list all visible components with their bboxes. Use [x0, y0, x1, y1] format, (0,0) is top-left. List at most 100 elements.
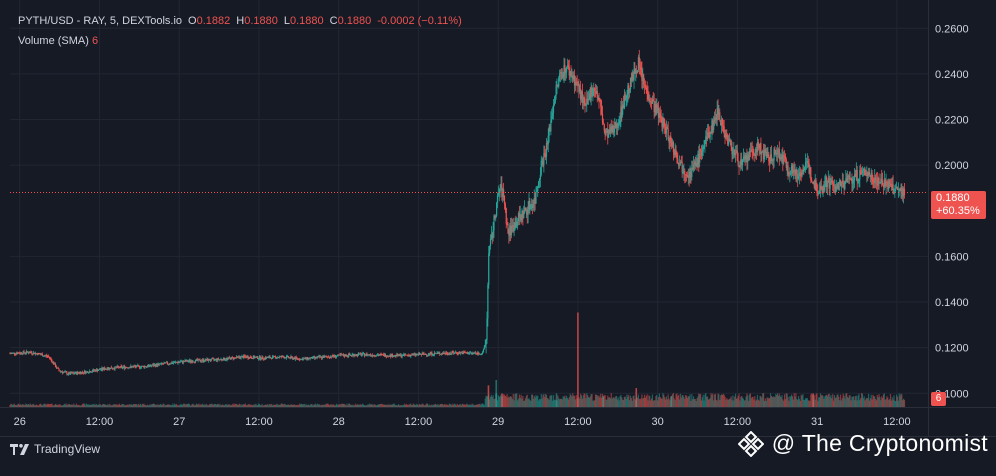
volume-bar — [633, 395, 635, 407]
volume-bar — [287, 404, 289, 407]
candle-body — [755, 149, 757, 156]
volume-bar — [208, 405, 210, 407]
candle-body — [640, 67, 642, 70]
candle-body — [22, 351, 24, 354]
volume-bar — [597, 396, 599, 407]
candle-body — [500, 184, 502, 188]
volume-bar — [465, 404, 467, 407]
volume-bar — [145, 405, 148, 407]
candle-body — [511, 225, 513, 226]
volume-bar — [865, 398, 867, 407]
candle-body — [521, 210, 523, 221]
candle-body — [722, 125, 724, 127]
volume-bar — [376, 405, 378, 407]
candle-body — [435, 353, 437, 355]
candle-body — [175, 362, 177, 363]
candle-body — [580, 88, 582, 100]
candle-body — [439, 352, 441, 355]
volume-bar — [806, 397, 808, 407]
candle-body — [392, 356, 394, 358]
volume-bar — [135, 404, 137, 407]
candle-body — [359, 353, 361, 355]
volume-bar — [120, 405, 122, 407]
candle-body — [517, 213, 520, 222]
candle-body — [692, 168, 694, 170]
candle-body — [635, 71, 637, 74]
candle-body — [351, 354, 353, 356]
candle-body — [834, 185, 836, 192]
candle-body — [206, 358, 208, 361]
volume-bar — [516, 393, 518, 407]
volume-bar — [362, 403, 364, 407]
candle-body — [118, 367, 121, 368]
volume-bar — [15, 404, 17, 407]
candle-body — [127, 367, 129, 369]
volume-bar — [292, 404, 295, 407]
volume-bar — [53, 405, 55, 407]
candle-body — [894, 189, 896, 193]
volume-bar — [306, 405, 309, 407]
candle-body — [611, 125, 613, 132]
volume-bar — [767, 397, 769, 407]
candle-body — [887, 183, 889, 190]
volume-bar — [581, 398, 583, 407]
candle-body — [825, 176, 827, 184]
candle-body — [360, 353, 362, 356]
volume-bar — [776, 394, 778, 407]
volume-bar — [627, 396, 629, 407]
volume-bar — [828, 393, 830, 407]
candle-body — [811, 180, 813, 183]
volume-row: Volume (SMA) 6 — [18, 31, 462, 51]
candle-body — [178, 362, 180, 363]
candle-body — [353, 354, 355, 357]
volume-bar — [46, 404, 48, 407]
volume-bar — [456, 403, 458, 407]
candle-body — [551, 115, 553, 121]
volume-bar — [896, 396, 899, 407]
candle-body — [797, 176, 800, 179]
volume-bar — [464, 404, 466, 407]
candle-body — [366, 353, 368, 356]
candle-body — [540, 160, 542, 175]
volume-bar — [608, 397, 610, 407]
candle-body — [246, 356, 248, 358]
candle-body — [247, 356, 249, 359]
volume-bar — [288, 404, 290, 407]
volume-bar — [413, 404, 415, 407]
candle-body — [74, 373, 76, 375]
volume-bar — [271, 405, 274, 407]
candle-body — [806, 161, 808, 162]
volume-bar — [176, 404, 178, 407]
candle-body — [371, 355, 373, 356]
candle-body — [296, 357, 298, 359]
tradingview-logo[interactable]: TradingView — [10, 442, 100, 456]
candle-body — [709, 132, 711, 138]
volume-bar — [900, 393, 902, 407]
candle-body — [595, 91, 597, 94]
volume-bar — [121, 403, 123, 407]
y-tick-label: 0.1200 — [935, 343, 969, 355]
volume-bar — [852, 397, 854, 407]
volume-bar — [509, 397, 511, 407]
volume-bar — [269, 404, 271, 407]
candle-body — [622, 104, 624, 115]
candle-body — [119, 366, 121, 368]
volume-bar — [391, 404, 394, 407]
candle-body — [183, 360, 185, 362]
volume-bar — [882, 394, 885, 407]
volume-bar — [842, 393, 844, 407]
candle-body — [76, 371, 78, 375]
volume-bar — [9, 405, 11, 407]
volume-bar — [209, 404, 212, 407]
candle-body — [191, 361, 193, 363]
volume-bar — [375, 405, 377, 407]
volume-bar — [660, 398, 662, 407]
volume-bar — [396, 405, 398, 407]
candle-body — [135, 366, 137, 368]
candle-body — [417, 354, 419, 355]
high-value: 0.1880 — [244, 15, 278, 27]
candle-body — [513, 229, 515, 232]
volume-bar — [221, 404, 223, 407]
